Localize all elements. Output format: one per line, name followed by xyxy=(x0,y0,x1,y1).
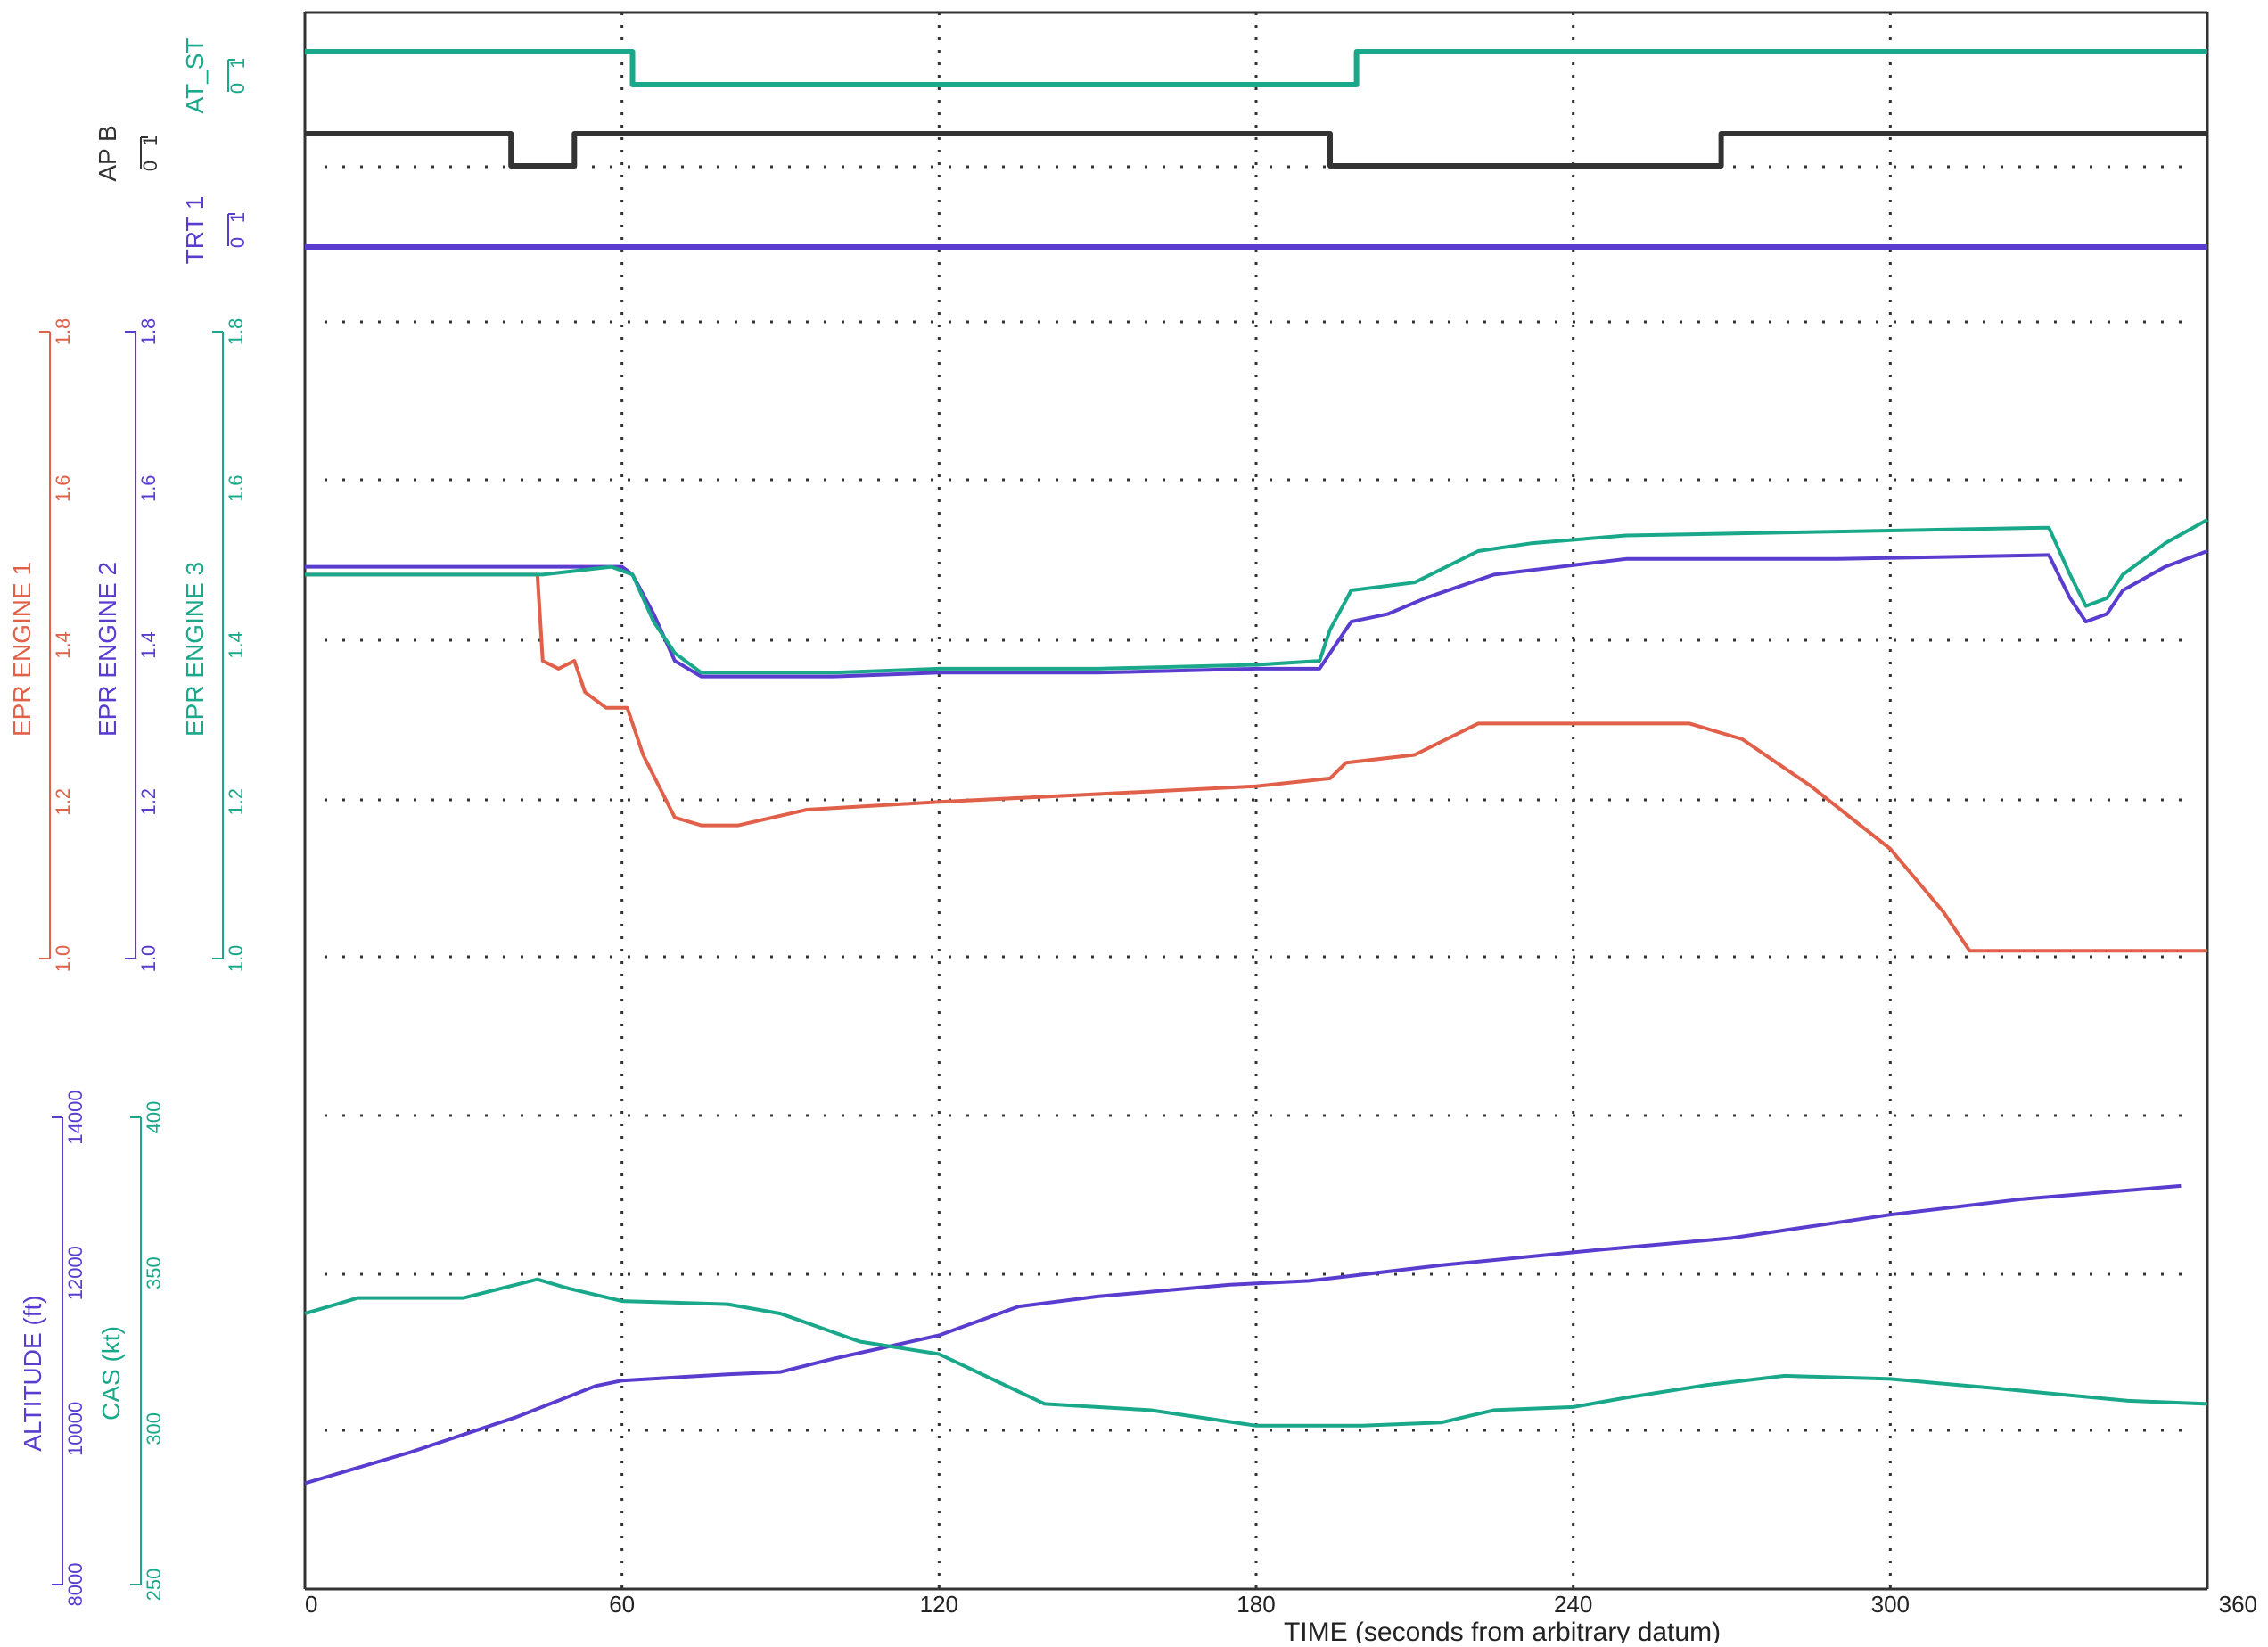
discrete-series-at-st xyxy=(305,49,2207,87)
axis-layer: 0 60 120 180 240 300 360 AT_ST 0 1 AP B 0 1 TRT 1 0 1 1.… xyxy=(8,37,2257,1618)
discrete-axis-bracket xyxy=(140,136,148,169)
x-tick-label: 120 xyxy=(920,1591,958,1618)
discrete-tick-label: 0 xyxy=(226,83,249,94)
series-layer xyxy=(304,49,2208,1486)
discrete-tick-label: 0 xyxy=(139,161,161,171)
x-tick-label: 180 xyxy=(1237,1591,1275,1618)
x-tick-label: 360 xyxy=(2219,1591,2257,1618)
epr-series-epr-engine-3 xyxy=(305,518,2208,675)
epr-tick-label: 1.8 xyxy=(52,318,74,346)
epr-tick-label: 1.8 xyxy=(225,318,247,346)
epr-series-epr-engine-2 xyxy=(305,549,2208,679)
epr-tick-label: 1.4 xyxy=(137,631,160,659)
discrete-tick-label: 0 xyxy=(226,237,249,248)
epr-tick-label: 1.2 xyxy=(52,788,74,816)
discrete-tick-label: 1 xyxy=(139,136,161,146)
discrete-axis-bracket xyxy=(227,213,235,246)
epr-axis-label-1: EPR ENGINE 1 xyxy=(8,562,36,737)
x-tick-label: 0 xyxy=(305,1591,317,1618)
epr-axis-label-2: EPR ENGINE 2 xyxy=(94,562,121,737)
lower-tick-label: 10000 xyxy=(64,1402,86,1456)
discrete-axis-label-ap-b: AP B xyxy=(94,125,121,181)
x-tick-label: 240 xyxy=(1554,1591,1592,1618)
discrete-axis-bracket xyxy=(227,59,235,92)
epr-tick-label: 1.2 xyxy=(137,788,160,816)
lower-axis-label-altitude-ft: ALTITUDE (ft) xyxy=(19,1295,46,1451)
discrete-tick-label: 1 xyxy=(226,212,249,223)
epr-tick-label: 1.0 xyxy=(225,945,247,973)
epr-series-epr-engine-1 xyxy=(305,572,2207,953)
x-axis-label: TIME (seconds from arbitrary datum) xyxy=(1284,1618,1721,1643)
x-tick-label: 60 xyxy=(609,1591,635,1618)
lower-series-cas-kt xyxy=(304,1277,2208,1428)
epr-tick-label: 1.8 xyxy=(137,318,160,346)
lower-tick-label: 300 xyxy=(143,1412,165,1445)
epr-tick-label: 1.0 xyxy=(137,945,160,973)
lower-tick-label: 350 xyxy=(143,1256,165,1289)
epr-tick-label: 1.0 xyxy=(52,945,74,973)
epr-tick-label: 1.4 xyxy=(225,631,247,659)
lower-axis-label-cas-kt: CAS (kt) xyxy=(97,1326,125,1421)
epr-tick-label: 1.6 xyxy=(137,474,160,502)
discrete-series-ap-b xyxy=(305,131,2207,169)
lower-tick-label: 12000 xyxy=(64,1246,86,1300)
epr-tick-label: 1.2 xyxy=(225,788,247,816)
lower-tick-label: 14000 xyxy=(64,1090,86,1144)
discrete-axis-label-at-st: AT_ST xyxy=(181,37,209,113)
lower-tick-label: 400 xyxy=(143,1101,165,1134)
grid-layer xyxy=(303,11,2209,1591)
epr-tick-label: 1.6 xyxy=(52,474,74,502)
lower-tick-label: 250 xyxy=(143,1569,165,1602)
epr-axis-label-3: EPR ENGINE 3 xyxy=(181,562,209,737)
epr-tick-label: 1.6 xyxy=(225,474,247,502)
epr-tick-label: 1.4 xyxy=(52,631,74,659)
discrete-tick-label: 1 xyxy=(226,58,249,69)
lower-tick-label: 8000 xyxy=(64,1563,86,1607)
lower-series-altitude-ft xyxy=(304,1183,2182,1486)
discrete-axis-label-trt-1: TRT 1 xyxy=(181,196,209,265)
x-tick-label: 300 xyxy=(1871,1591,1910,1618)
